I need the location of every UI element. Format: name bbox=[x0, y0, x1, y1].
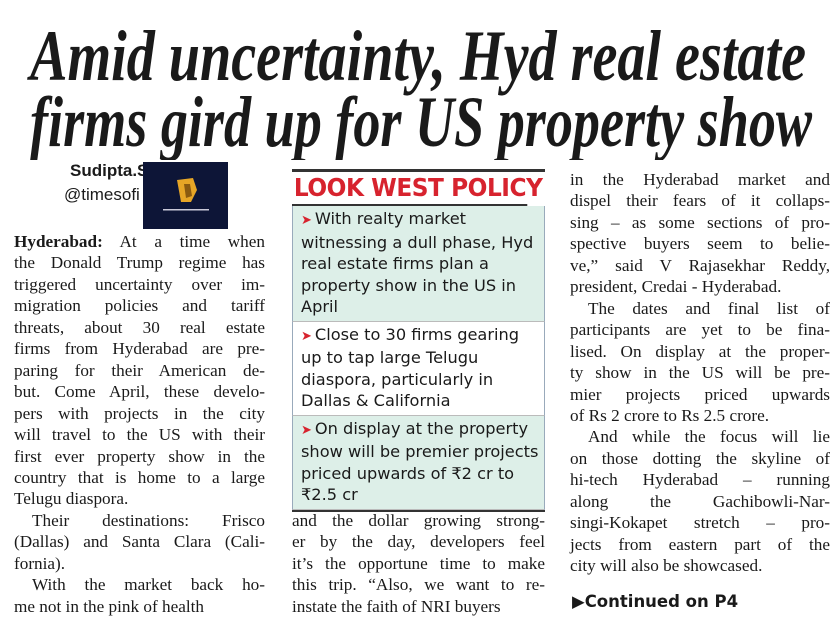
text-line: president, Credai - Hyderabad. bbox=[570, 277, 782, 297]
text-line: Telugu diaspora. bbox=[14, 489, 129, 509]
text-line: lised. On display at the proper- bbox=[570, 341, 830, 361]
text-line: firms from Hyderabad are pre- bbox=[14, 339, 265, 359]
text-line: ve,” said V Rajasekhar Reddy, bbox=[570, 255, 830, 275]
text-line: country that is home to a large bbox=[14, 467, 265, 487]
text-line: mier projects priced upwards bbox=[570, 384, 830, 404]
text-line: hi-tech Hyderabad – running bbox=[570, 470, 830, 490]
text-line: will travel to the US with their bbox=[14, 425, 265, 445]
text-line: this trip. “Also, we want to re- bbox=[292, 575, 545, 595]
text-line: jects from eastern part of the bbox=[570, 534, 830, 554]
text-line: participants are yet to be fina- bbox=[570, 320, 830, 340]
red-arrow-icon: ➤ bbox=[301, 213, 312, 228]
text-line: dispel their fears of it collaps- bbox=[570, 191, 830, 211]
headline: Amid uncertainty, Hyd real estate firms … bbox=[27, 16, 813, 160]
text-line: in the Hyderabad market and bbox=[570, 170, 830, 189]
text-line: city will also be showcased. bbox=[570, 556, 763, 576]
text-line: Their destinations: Frisco bbox=[32, 510, 265, 530]
text-line: on those dotting the skyline of bbox=[570, 448, 830, 468]
text-line: sing – as some sections of pro- bbox=[570, 212, 830, 232]
logo-emblem-icon bbox=[163, 178, 209, 211]
text-line: it’s the opportune time to make bbox=[292, 553, 545, 573]
text-line: and the dollar growing strong- bbox=[292, 511, 545, 530]
column-1: Hyderabad: At a time when the Donald Trum… bbox=[14, 231, 265, 617]
author-name: Sudipta.S bbox=[70, 161, 149, 180]
play-arrow-icon: ▶ bbox=[572, 592, 585, 611]
text-line: migration policies and tariff bbox=[14, 296, 265, 316]
red-arrow-icon: ➤ bbox=[301, 328, 312, 344]
author-handle: @timesofi bbox=[64, 185, 140, 204]
logo-image bbox=[143, 162, 228, 229]
byline: Sudipta.S @timesofi bbox=[64, 159, 148, 207]
text-line: fornia). bbox=[14, 553, 66, 573]
factbox-bullet: ➤ On display at the property show will be… bbox=[292, 415, 545, 510]
text-line: And while the focus will lie bbox=[588, 427, 830, 447]
text-line: (Dallas) and Santa Clara (Cali- bbox=[14, 532, 265, 552]
text-line: paring for their American de- bbox=[14, 360, 265, 380]
headline-line-1: Amid uncertainty, Hyd real estate bbox=[27, 16, 806, 96]
dateline: Hyderabad: bbox=[14, 232, 103, 251]
text-line: spective buyers seem to belie- bbox=[570, 234, 830, 254]
text-line: triggered uncertainty over im- bbox=[14, 274, 265, 294]
text-line: but. Come April, these develo- bbox=[14, 382, 265, 402]
text-line: er by the day, developers feel bbox=[292, 532, 545, 552]
text-line: first ever property show in the bbox=[14, 446, 265, 466]
text-line: With the market back ho- bbox=[32, 575, 265, 595]
text-line: threats, about 30 real estate bbox=[14, 317, 265, 337]
factbox: LOOK WEST POLICY ➤ With realty market wit… bbox=[292, 169, 545, 512]
text-line: ty show in the US will be pre- bbox=[570, 363, 830, 383]
column-2: and the dollar growing strong-er by the … bbox=[292, 510, 545, 617]
text-line: the Donald Trump regime has bbox=[14, 253, 265, 273]
factbox-title: LOOK WEST POLICY bbox=[292, 172, 543, 206]
continued-link[interactable]: ▶Continued on P4 bbox=[572, 592, 739, 611]
red-arrow-icon: ➤ bbox=[301, 422, 312, 438]
headline-line-2: firms gird up for US property show bbox=[30, 82, 813, 160]
text-line: pers with projects in the city bbox=[14, 403, 265, 423]
text-line: along the Gachibowli-Nar- bbox=[570, 491, 830, 511]
text-line: singi-Kokapet stretch – pro- bbox=[570, 513, 830, 533]
text-line: Hyderabad: At a time when bbox=[14, 232, 265, 251]
column-3: in the Hyderabad market and dispel their … bbox=[570, 169, 830, 577]
factbox-bullet: ➤ Close to 30 firms gearing up to tap lar… bbox=[292, 321, 545, 416]
text-line: me not in the pink of health bbox=[14, 596, 204, 616]
text-line: The dates and final list of bbox=[588, 298, 830, 318]
text-line: instate the faith of NRI buyers bbox=[292, 596, 501, 616]
factbox-bullet: ➤ With realty market witnessing a dull ph… bbox=[292, 206, 545, 322]
text-line: of Rs 2 crore to Rs 2.5 crore. bbox=[570, 405, 770, 425]
